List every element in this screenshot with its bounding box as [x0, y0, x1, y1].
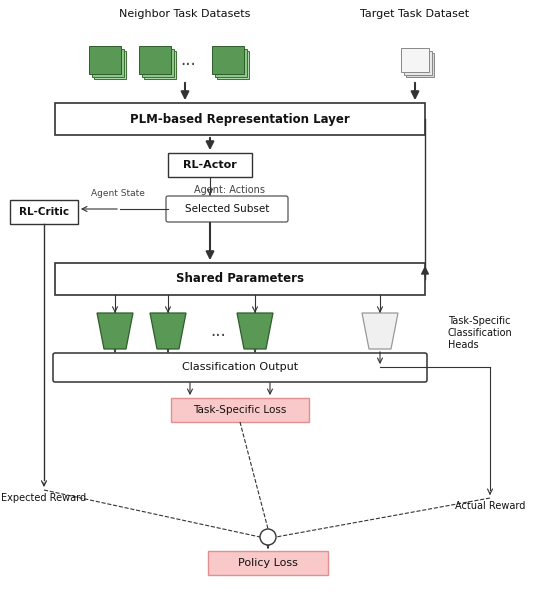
Text: Agent: Actions: Agent: Actions: [195, 185, 265, 195]
Bar: [171, 398, 309, 422]
Bar: [212, 46, 244, 74]
Bar: [139, 46, 171, 74]
Bar: [208, 551, 328, 575]
Text: RL-Critic: RL-Critic: [19, 207, 69, 217]
Text: PLM-based Representation Layer: PLM-based Representation Layer: [130, 113, 350, 126]
Text: Neighbor Task Datasets: Neighbor Task Datasets: [120, 9, 251, 19]
Polygon shape: [237, 313, 273, 349]
Text: Task-Specific Loss: Task-Specific Loss: [193, 405, 287, 415]
Bar: [142, 49, 174, 77]
Bar: [94, 51, 126, 79]
Bar: [144, 51, 176, 79]
Text: Target Task Dataset: Target Task Dataset: [360, 9, 470, 19]
Bar: [55, 263, 425, 295]
FancyBboxPatch shape: [53, 353, 427, 382]
Bar: [55, 103, 425, 135]
Text: Task-Specific
Classification
Heads: Task-Specific Classification Heads: [448, 317, 513, 350]
Text: Agent State: Agent State: [91, 188, 145, 198]
Bar: [89, 46, 121, 74]
Text: Shared Parameters: Shared Parameters: [176, 272, 304, 285]
Polygon shape: [97, 313, 133, 349]
Text: Expected Reward: Expected Reward: [2, 493, 86, 503]
Bar: [401, 48, 429, 72]
Text: Actual Reward: Actual Reward: [455, 501, 525, 511]
Bar: [10, 200, 78, 224]
Text: Classification Output: Classification Output: [182, 362, 298, 372]
Bar: [217, 51, 249, 79]
Text: RL-Actor: RL-Actor: [183, 160, 237, 170]
Text: Policy Loss: Policy Loss: [238, 558, 298, 568]
Text: ...: ...: [210, 322, 226, 340]
Text: ...: ...: [180, 51, 196, 69]
Circle shape: [260, 529, 276, 545]
Text: Selected Subset: Selected Subset: [185, 204, 269, 214]
Bar: [215, 49, 247, 77]
Bar: [168, 153, 252, 177]
Bar: [406, 53, 434, 77]
Polygon shape: [362, 313, 398, 349]
FancyBboxPatch shape: [166, 196, 288, 222]
Polygon shape: [150, 313, 186, 349]
Bar: [92, 49, 124, 77]
Bar: [404, 51, 432, 75]
